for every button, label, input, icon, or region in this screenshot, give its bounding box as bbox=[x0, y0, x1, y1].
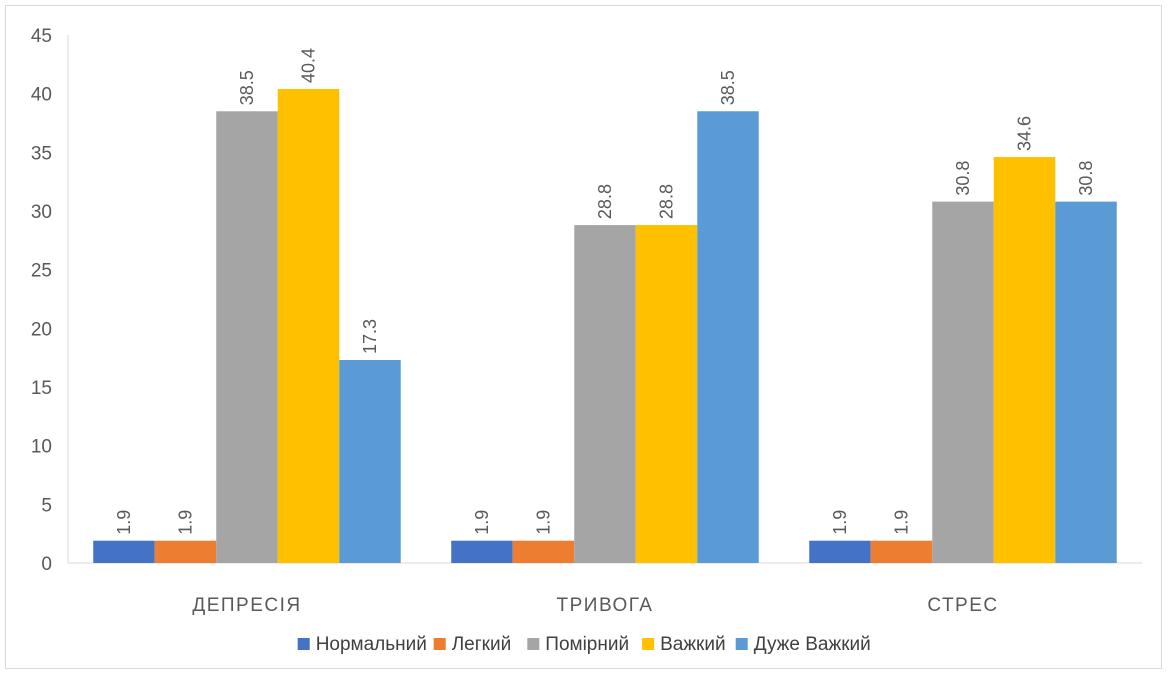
y-tick-label: 5 bbox=[41, 495, 52, 516]
bar bbox=[512, 540, 575, 563]
bar bbox=[339, 360, 401, 563]
x-category-label: ТРИВОГА bbox=[557, 595, 654, 616]
bar bbox=[93, 540, 155, 563]
data-label: 30.8 bbox=[953, 161, 973, 196]
y-tick-label: 20 bbox=[31, 319, 52, 340]
y-tick-label: 35 bbox=[31, 143, 52, 164]
y-tick-label: 15 bbox=[31, 378, 52, 399]
legend-label: Помірний bbox=[545, 634, 629, 655]
data-label: 1.9 bbox=[472, 510, 492, 535]
data-label: 1.9 bbox=[114, 510, 134, 535]
bar bbox=[809, 540, 871, 563]
data-label: 28.8 bbox=[595, 184, 615, 219]
data-label: 1.9 bbox=[830, 510, 850, 535]
y-tick-label: 45 bbox=[31, 26, 52, 47]
bar bbox=[635, 225, 698, 563]
bar bbox=[870, 540, 933, 563]
data-label: 30.8 bbox=[1076, 161, 1096, 196]
legend-swatch bbox=[735, 638, 748, 650]
legend-label: Легкий bbox=[452, 634, 512, 655]
y-tick-label: 0 bbox=[41, 554, 52, 575]
data-label: 40.4 bbox=[299, 48, 319, 83]
bar bbox=[216, 111, 278, 564]
legend-swatch bbox=[527, 638, 540, 650]
bar bbox=[277, 88, 340, 564]
y-tick-label: 25 bbox=[31, 261, 52, 282]
bar bbox=[451, 540, 513, 563]
bar bbox=[1055, 201, 1117, 563]
y-tick-label: 40 bbox=[31, 85, 52, 106]
x-category-label: ДЕПРЕСІЯ bbox=[192, 595, 301, 616]
data-label: 28.8 bbox=[657, 184, 677, 219]
bar bbox=[574, 225, 636, 563]
x-category-label: СТРЕС bbox=[927, 595, 998, 616]
legend-swatch bbox=[297, 638, 310, 650]
bar bbox=[932, 201, 994, 563]
data-label: 17.3 bbox=[360, 319, 380, 354]
data-label: 1.9 bbox=[176, 510, 196, 535]
legend-label: Дуже Важкий bbox=[754, 634, 871, 655]
data-label: 38.5 bbox=[718, 70, 738, 105]
legend-swatch bbox=[433, 638, 446, 650]
y-tick-label: 10 bbox=[31, 437, 52, 458]
legend-swatch bbox=[642, 638, 655, 650]
legend-label: Важкий bbox=[660, 634, 726, 655]
data-label: 1.9 bbox=[534, 510, 554, 535]
data-label: 38.5 bbox=[237, 70, 257, 105]
bar bbox=[697, 111, 759, 564]
data-label: 1.9 bbox=[892, 510, 912, 535]
data-label: 34.6 bbox=[1015, 116, 1035, 151]
bar bbox=[154, 540, 217, 563]
bar bbox=[993, 157, 1056, 563]
y-tick-label: 30 bbox=[31, 202, 52, 223]
legend-label: Нормальний bbox=[316, 634, 427, 655]
